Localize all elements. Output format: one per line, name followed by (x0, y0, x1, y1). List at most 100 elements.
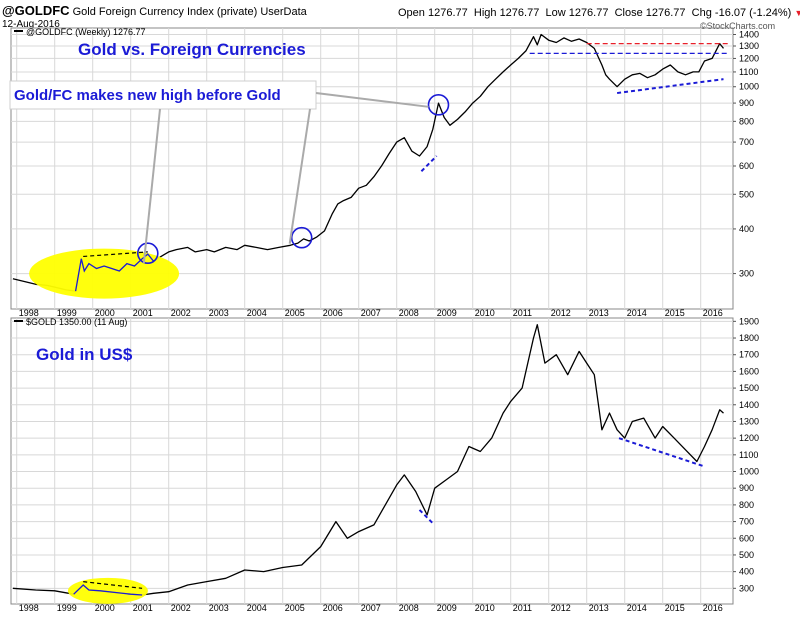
chart-panel-2: 1998 1999 2000 2001 2002 2003 2004 2005 2006 2007… (10, 316, 759, 613)
y-tick-label: 1000 (739, 467, 759, 477)
y-tick-label: 700 (739, 517, 754, 527)
x-tick-label: 1999 (57, 603, 77, 613)
x-tick-label: 2008 (399, 308, 419, 318)
x-tick-label: 2012 (551, 603, 571, 613)
trendline-dashed (83, 251, 148, 258)
y-tick-label: 1200 (739, 433, 759, 443)
y-tick-label: 1100 (739, 67, 758, 77)
x-tick-label: 2005 (285, 603, 305, 613)
y-tick-label: 500 (739, 550, 754, 560)
x-tick-label: 1998 (19, 308, 39, 318)
y-tick-label: 1100 (739, 450, 758, 460)
x-tick-label: 2016 (703, 308, 723, 318)
close-value: 1276.77 (645, 7, 686, 19)
legend-label: @GOLDFC (Weekly) 1276.77 (26, 27, 146, 37)
support-line-dashed (616, 78, 724, 95)
highlight-circle (290, 226, 313, 249)
x-tick-label: 2001 (133, 603, 153, 613)
x-tick-label: 2008 (399, 603, 419, 613)
x-tick-label: 2014 (627, 603, 647, 613)
y-tick-label: 1600 (739, 366, 759, 376)
y-tick-label: 1300 (739, 416, 759, 426)
y-tick-label: 300 (739, 583, 754, 593)
support-line-dashed (618, 437, 705, 468)
high-value: 1276.77 (499, 7, 540, 19)
x-tick-label: 2011 (513, 308, 532, 318)
y-tick-label: 1400 (739, 30, 759, 40)
legend-label: $GOLD 1350.00 (11 Aug) (26, 317, 127, 327)
x-tick-label: 2001 (133, 308, 153, 318)
panel-title: Gold in US$ (36, 345, 133, 364)
x-tick-label: 2006 (323, 308, 343, 318)
y-tick-label: 1500 (739, 383, 759, 393)
source: UserData (260, 6, 307, 18)
callout-box (9, 80, 317, 110)
y-tick-label: 600 (739, 533, 754, 543)
callout-text: Gold/FC makes new high before Gold (14, 87, 281, 104)
y-tick-label: 600 (739, 161, 754, 171)
y-tick-label: 800 (739, 500, 754, 510)
x-tick-label: 2011 (513, 603, 532, 613)
y-tick-label: 400 (739, 567, 754, 577)
callout-pointer (315, 92, 429, 108)
highlight-ellipse (67, 577, 148, 604)
y-tick-label: 300 (739, 269, 754, 279)
description: Gold Foreign Currency Index (private) (72, 6, 258, 18)
x-tick-label: 2013 (589, 603, 609, 613)
y-tick-label: 1800 (739, 333, 759, 343)
symbol: @GOLDFC (2, 3, 70, 18)
chart-header-left: @GOLDFC Gold Foreign Currency Index (pri… (2, 3, 307, 18)
support-line-dashed (418, 509, 434, 524)
x-tick-label: 2000 (95, 603, 115, 613)
x-tick-label: 2016 (703, 603, 723, 613)
y-tick-label: 500 (739, 189, 754, 199)
change-value: -16.07 (-1.24%) (714, 7, 792, 19)
ohlc-readout: Open 1276.77 High 1276.77 Low 1276.77 Cl… (398, 7, 800, 19)
x-tick-label: 2002 (171, 308, 191, 318)
y-tick-label: 1400 (739, 400, 759, 410)
x-tick-label: 2004 (247, 308, 267, 318)
plot-frame (10, 317, 734, 605)
x-tick-label: 2005 (285, 308, 305, 318)
y-tick-label: 700 (739, 137, 754, 147)
price-series-line (12, 324, 724, 596)
highlight-circle (137, 242, 159, 265)
callout-pointer (288, 108, 311, 244)
chart-date: 12-Aug-2016 (2, 19, 60, 30)
y-tick-label: 800 (739, 116, 754, 126)
y-tick-label: 1700 (739, 350, 759, 360)
x-tick-label: 2010 (475, 308, 495, 318)
x-tick-label: 2002 (171, 603, 191, 613)
y-tick-label: 1000 (739, 82, 759, 92)
down-arrow-icon: ▼ (794, 8, 800, 18)
open-value: 1276.77 (427, 7, 468, 19)
plot-frame (10, 27, 734, 310)
x-tick-label: 2006 (323, 603, 343, 613)
x-tick-label: 2007 (361, 308, 381, 318)
x-tick-label: 2015 (665, 603, 685, 613)
panel-title: Gold vs. Foreign Currencies (78, 40, 306, 59)
y-tick-label: 1900 (739, 316, 759, 326)
x-tick-label: 2012 (551, 308, 571, 318)
panel-1-annotations: Gold/FC makes new high before Gold (9, 43, 730, 299)
x-tick-label: 2003 (209, 308, 229, 318)
highlight-circle (427, 94, 450, 116)
x-tick-label: 2015 (665, 308, 685, 318)
y-tick-label: 1300 (739, 41, 759, 51)
x-tick-label: 2000 (95, 308, 115, 318)
x-tick-label: 1998 (19, 603, 39, 613)
chart-panel-1: 1998 1999 2000 2001 2002 2003 2004 2005 2006 2007… (10, 27, 759, 318)
y-tick-label: 400 (739, 224, 754, 234)
low-value: 1276.77 (568, 7, 609, 19)
x-tick-label: 2007 (361, 603, 381, 613)
credit: ©StockCharts.com (700, 21, 776, 31)
x-tick-label: 2009 (437, 603, 457, 613)
x-tick-label: 2014 (627, 308, 647, 318)
panel-2-annotations (67, 437, 705, 604)
x-tick-label: 2009 (437, 308, 457, 318)
trendline-dashed (83, 581, 143, 589)
x-tick-label: 2010 (475, 603, 495, 613)
x-tick-label: 2004 (247, 603, 267, 613)
